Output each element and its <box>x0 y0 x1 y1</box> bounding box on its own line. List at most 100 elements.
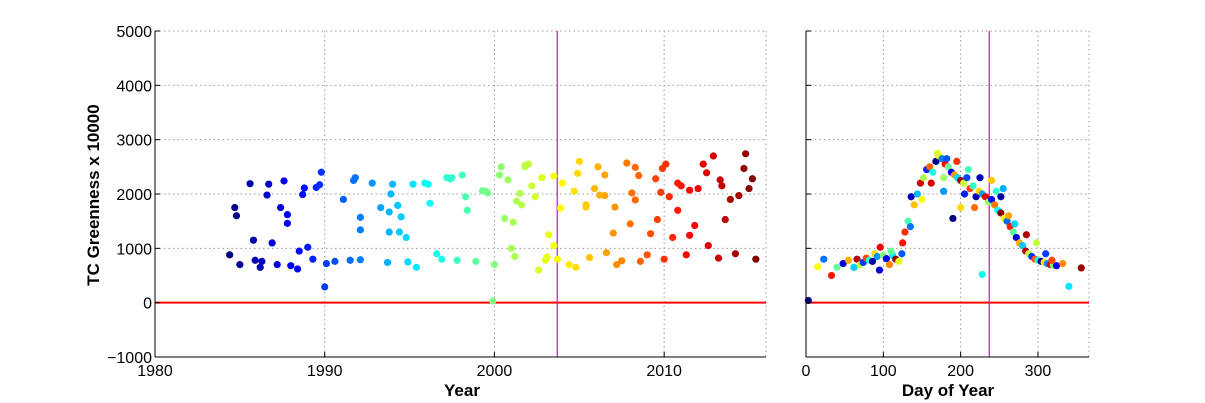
scatter-point <box>251 256 259 264</box>
scatter-point <box>721 215 729 224</box>
scatter-point <box>953 157 961 165</box>
scatter-point <box>652 175 660 183</box>
scatter-point <box>906 223 914 231</box>
scatter-point <box>691 221 699 230</box>
y-tick-label: 2000 <box>116 187 152 204</box>
scatter-point <box>387 190 395 198</box>
scatter-point <box>669 233 677 242</box>
scatter-point <box>368 179 376 187</box>
scatter-point <box>512 197 521 205</box>
scatter-point <box>394 201 402 210</box>
scatter-point <box>987 176 996 185</box>
scatter-point <box>898 250 906 258</box>
scatter-point <box>409 180 417 188</box>
scatter-point <box>1052 262 1061 270</box>
scatter-point <box>957 203 965 212</box>
scatter-point <box>511 252 519 261</box>
scatter-point <box>507 244 516 252</box>
scatter-point <box>820 255 828 263</box>
y-tick-label: 0 <box>143 296 152 313</box>
scatter-point <box>565 261 573 269</box>
scatter-point <box>395 228 403 236</box>
scatter-point <box>550 172 558 180</box>
scatter-point <box>448 174 456 182</box>
scatter-point <box>631 196 639 204</box>
scatter-point <box>969 182 977 190</box>
y-tick-label: 5000 <box>116 24 152 41</box>
scatter-point <box>686 231 694 239</box>
scatter-point <box>997 209 1005 217</box>
scatter-point <box>609 229 617 237</box>
scatter-point <box>550 242 558 250</box>
scatter-point <box>509 218 517 226</box>
scatter-point <box>636 257 645 265</box>
scatter-point <box>963 174 971 182</box>
scatter-point <box>882 255 891 263</box>
y-tick-label: 1000 <box>116 241 152 258</box>
scatter-point <box>265 180 273 188</box>
scatter-point <box>926 163 934 171</box>
scatter-point <box>992 187 1000 195</box>
scatter-point <box>742 150 750 158</box>
scatter-point <box>735 192 743 200</box>
scatter-point <box>316 181 324 189</box>
scatter-point <box>504 176 512 184</box>
x-tick-label: 0 <box>802 363 811 380</box>
x-tick-label: 2010 <box>646 363 682 380</box>
scatter-point <box>557 204 565 212</box>
scatter-point <box>978 270 986 279</box>
scatter-point <box>745 184 753 193</box>
scatter-point <box>283 219 291 227</box>
scatter-point <box>322 259 331 268</box>
scatter-point <box>699 160 707 168</box>
scatter-point <box>997 193 1005 201</box>
scatter-point <box>999 184 1007 193</box>
scatter-point <box>356 256 364 264</box>
scatter-point <box>913 190 921 198</box>
y-axis-title: TC Greenness x 10000 <box>84 104 103 285</box>
scatter-point <box>273 261 281 269</box>
x-tick-label: 1980 <box>137 363 173 380</box>
scatter-point <box>635 171 643 180</box>
scatter-point <box>844 256 853 264</box>
scatter-point <box>929 168 937 176</box>
scatter-point <box>704 242 712 250</box>
scatter-point <box>991 201 999 209</box>
scatter-point <box>876 243 884 251</box>
scatter-point <box>904 217 912 225</box>
scatter-point <box>570 187 578 195</box>
scatter-point <box>226 251 234 259</box>
scatter-point <box>356 213 364 221</box>
scatter-point <box>518 201 526 209</box>
seasonal-panel: 0 100 200 300 <box>802 30 1090 380</box>
scatter-point <box>300 184 308 192</box>
scatter-point <box>927 179 935 187</box>
scatter-point <box>709 152 717 160</box>
scatter-point <box>276 203 285 212</box>
scatter-point <box>868 257 877 265</box>
scatter-point <box>964 165 972 174</box>
scatter-point <box>1011 220 1019 228</box>
scatter-point <box>575 157 583 165</box>
scatter-point <box>490 261 499 269</box>
x-tick-label: 200 <box>947 363 974 380</box>
scatter-point <box>1032 239 1041 247</box>
scatter-point <box>981 193 989 201</box>
scatter-point <box>628 189 636 197</box>
scatter-point <box>901 228 909 236</box>
scatter-point <box>283 211 291 219</box>
scatter-point <box>943 155 951 163</box>
scatter-point <box>339 195 347 204</box>
scatter-point <box>256 263 264 271</box>
y-tick-label: 4000 <box>116 78 152 95</box>
scatter-point <box>976 174 984 182</box>
scatter-point <box>236 261 244 269</box>
scatter-point <box>657 188 665 196</box>
scatter-point <box>402 233 410 242</box>
scatter-point <box>827 271 836 280</box>
scatter-point <box>356 226 364 234</box>
scatter-point <box>1042 250 1050 258</box>
scatter-point <box>752 255 760 263</box>
scatter-point <box>377 203 385 212</box>
